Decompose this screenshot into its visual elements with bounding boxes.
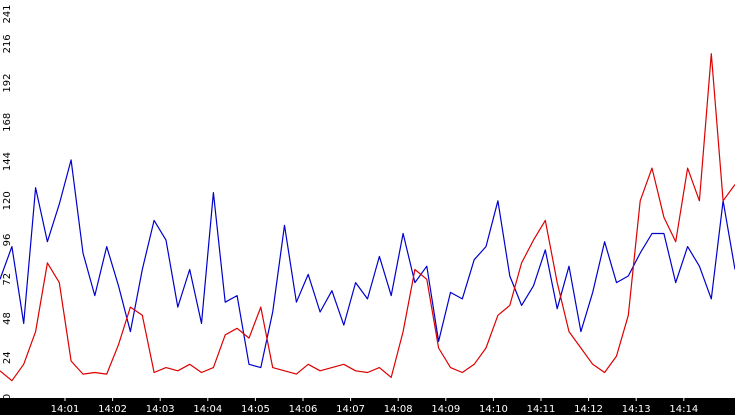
x-tick-label: 14:08 [384, 404, 413, 415]
x-tick-label: 14:14 [669, 404, 698, 415]
x-tick-label: 14:05 [241, 404, 270, 415]
x-tick-label: 14:13 [622, 404, 651, 415]
x-tick-label: 14:11 [527, 404, 556, 415]
x-tick-label: 14:10 [479, 404, 508, 415]
x-tick-label: 14:04 [193, 404, 222, 415]
y-tick-label: 0 [2, 394, 13, 400]
y-tick-label: 96 [2, 234, 13, 247]
x-axis-bar [0, 398, 735, 415]
x-tick-label: 14:02 [98, 404, 127, 415]
y-tick-label: 144 [2, 152, 13, 171]
y-tick-label: 216 [2, 34, 13, 53]
series-line-1 [0, 53, 735, 382]
x-tick-label: 14:12 [574, 404, 603, 415]
x-tick-label: 14:07 [336, 404, 365, 415]
series-layer [0, 53, 735, 382]
y-tick-label: 168 [2, 113, 13, 132]
y-tick-label: 72 [2, 273, 13, 286]
y-tick-label: 120 [2, 191, 13, 210]
x-tick-label: 14:09 [431, 404, 460, 415]
plot-background [0, 0, 735, 398]
y-axis-ticks: 0 24 48 72 96 120 144 168 192 216 241 [2, 4, 13, 400]
y-tick-label: 241 [2, 4, 13, 23]
series-line-0 [0, 159, 735, 369]
y-tick-label: 48 [2, 312, 13, 325]
x-tick-label: 14:01 [51, 404, 80, 415]
x-axis-ticks: 14:01 14:02 14:03 14:04 14:05 14:06 14:07 14:08… [51, 398, 698, 415]
x-tick-label: 14:03 [146, 404, 175, 415]
y-tick-label: 192 [2, 74, 13, 93]
x-tick-label: 14:06 [289, 404, 318, 415]
y-tick-label: 24 [2, 351, 13, 364]
